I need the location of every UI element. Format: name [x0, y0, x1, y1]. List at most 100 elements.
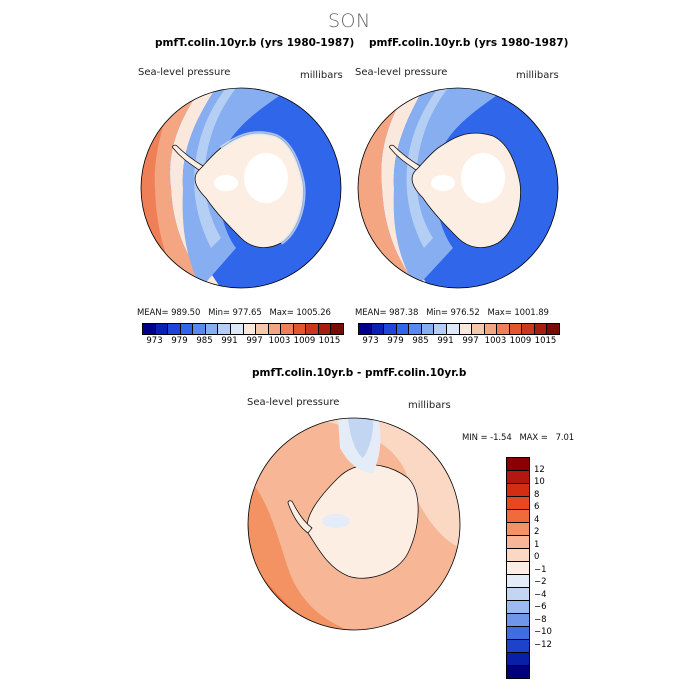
colorbar-swatch [318, 324, 332, 334]
colorbar-swatch [384, 324, 397, 334]
colorbar-tick-label: −10 [534, 627, 552, 637]
colorbar-tick-label: 973 [362, 336, 379, 346]
colorbar-swatch [256, 324, 269, 334]
colorbar-swatch [459, 324, 473, 334]
colorbar-tick-label: 1009 [509, 336, 532, 346]
colorbar-tick-label: 0 [534, 552, 540, 562]
colorbar-swatch [306, 324, 319, 334]
right-stats-line: MEAN= 987.38 Min= 976.52 Max= 1001.89 [355, 308, 549, 318]
colorbar-swatch [268, 324, 282, 334]
left-stats-line: MEAN= 989.50 Min= 977.65 Max= 1005.26 [137, 308, 331, 318]
colorbar-swatch [409, 324, 422, 334]
left-units-label: millibars [300, 70, 343, 81]
colorbar-tick-label: −8 [534, 614, 547, 625]
colorbar-swatch [281, 324, 294, 334]
colorbar-swatch [507, 562, 529, 575]
colorbar-swatch [143, 324, 156, 334]
colorbar-tick-label: 1003 [268, 336, 291, 346]
left-colorbar [142, 323, 344, 335]
colorbar-swatch [507, 653, 529, 666]
plateau-white-region [244, 153, 288, 203]
right-units-label: millibars [516, 70, 559, 81]
right-min-label: Min= [426, 308, 448, 318]
colorbar-swatch [507, 497, 529, 510]
colorbar-tick-label: −12 [534, 639, 552, 650]
colorbar-tick-label: −1 [534, 564, 547, 575]
diff-panel-title: pmfT.colin.10yr.b - pmfF.colin.10yr.b [252, 367, 467, 379]
pale-ridge-region [381, 88, 430, 288]
antarctic-peninsula [172, 144, 204, 171]
colorbar-tick-label: 6 [534, 502, 540, 512]
right-mean-label: MEAN= [355, 308, 387, 318]
right-field-label: Sea-level pressure [355, 67, 448, 78]
colorbar-swatch [507, 471, 529, 484]
colorbar-tick-label: 1015 [318, 336, 341, 346]
pale-ridge-region [170, 88, 221, 288]
left-max-value: 1005.26 [296, 308, 331, 318]
diff-peninsula [287, 500, 313, 534]
left-field-label: Sea-level pressure [138, 67, 231, 78]
colorbar-swatch [205, 324, 219, 334]
colorbar-tick-label: 10 [534, 477, 545, 487]
diff-polar-map [247, 417, 461, 631]
colorbar-swatch [507, 536, 529, 549]
colorbar-tick-label: 1009 [293, 336, 316, 346]
diff-units-label: millibars [408, 400, 451, 411]
colorbar-swatch [507, 614, 529, 627]
colorbar-swatch [484, 324, 498, 334]
diff-colorbar [506, 457, 530, 679]
colorbar-swatch [509, 324, 523, 334]
colorbar-tick-label: 12 [534, 464, 545, 475]
pale-blue-region [406, 88, 448, 248]
colorbar-tick-label: 2 [534, 527, 540, 537]
colorbar-swatch [193, 324, 206, 334]
diff-colorbar-ticks: 12 10 8 6 4 2 1 0 −1 −2 −4 −6 −8 −10 −12 [534, 457, 574, 667]
colorbar-swatch [243, 324, 257, 334]
season-title: SON [328, 10, 371, 32]
colorbar-tick-label: 979 [387, 336, 404, 346]
colorbar-swatch [434, 324, 447, 334]
colorbar-tick-label: 1 [534, 539, 540, 550]
diff-cool-shelf [322, 514, 350, 528]
colorbar-swatch [359, 324, 372, 334]
colorbar-tick-label: 985 [196, 336, 213, 346]
coast-pale-fringe [219, 131, 306, 245]
ice-shelf-white [214, 175, 238, 191]
colorbar-tick-label: 1015 [534, 336, 557, 346]
colorbar-tick-label: −2 [534, 577, 547, 587]
right-panel-title: pmfF.colin.10yr.b (yrs 1980-1987) [369, 37, 569, 49]
colorbar-swatch [293, 324, 307, 334]
colorbar-tick-label: 979 [171, 336, 188, 346]
colorbar-swatch [507, 510, 529, 523]
right-colorbar [358, 323, 560, 335]
colorbar-swatch [180, 324, 194, 334]
diff-min-value: -1.54 [490, 433, 512, 443]
colorbar-swatch [472, 324, 485, 334]
left-mean-value: 989.50 [171, 308, 201, 318]
left-mean-label: MEAN= [137, 308, 169, 318]
colorbar-swatch [507, 484, 529, 497]
diff-max-label: MAX = [519, 433, 548, 443]
diff-max-value: 7.01 [555, 433, 575, 443]
antarctic-peninsula [389, 144, 421, 171]
colorbar-swatch [547, 324, 559, 334]
left-polar-map [140, 87, 342, 289]
colorbar-swatch [507, 575, 529, 588]
plateau-white-region [461, 153, 505, 203]
diff-stats-line: MIN = -1.54 MAX = 7.01 [462, 433, 574, 443]
colorbar-swatch [168, 324, 181, 334]
colorbar-tick-label: 4 [534, 514, 540, 525]
right-max-label: Max= [487, 308, 512, 318]
diff-min-label: MIN = [462, 433, 488, 443]
colorbar-swatch [534, 324, 548, 334]
left-max-label: Max= [269, 308, 294, 318]
colorbar-swatch [396, 324, 410, 334]
right-mean-value: 987.38 [389, 308, 419, 318]
left-min-value: 977.65 [232, 308, 262, 318]
diff-field-label: Sea-level pressure [247, 397, 340, 408]
left-panel-title: pmfT.colin.10yr.b (yrs 1980-1987) [155, 37, 355, 49]
diff-warm1-region [308, 418, 460, 548]
left-min-label: Min= [208, 308, 230, 318]
colorbar-swatch [218, 324, 231, 334]
colorbar-tick-label: 997 [246, 336, 263, 346]
